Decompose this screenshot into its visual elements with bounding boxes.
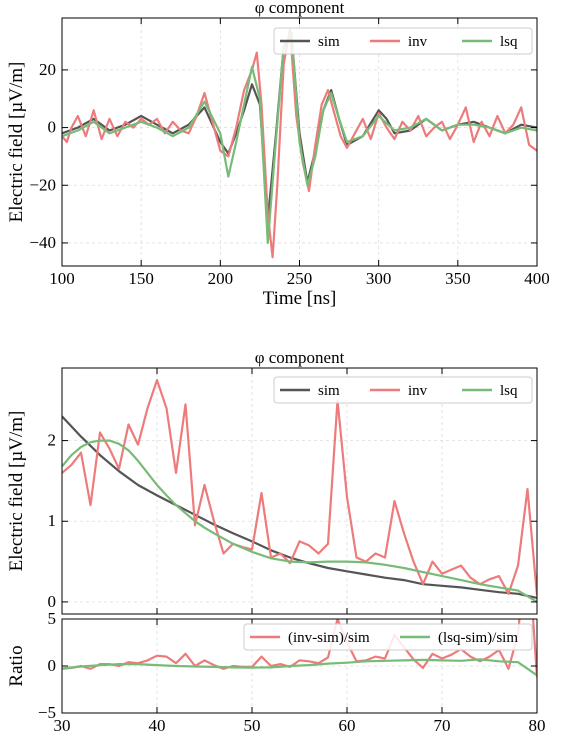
- legend: sim inv lsq: [273, 27, 533, 55]
- x-tick-label: 40: [149, 716, 166, 735]
- series-line-lsq: [62, 439, 537, 603]
- y-axis-label: Electric field [µV/m]: [6, 62, 27, 223]
- legend-label: sim: [318, 34, 340, 50]
- y-tick-label: 2: [48, 431, 57, 450]
- x-tick-label: 50: [244, 716, 261, 735]
- chart-title: φ component: [255, 0, 345, 17]
- x-tick-label: 70: [434, 716, 451, 735]
- x-axis-label: Time [ns]: [263, 288, 337, 309]
- panel-3: 30 40 50 60 70 80 −5 0 5 Ratio (inv-sim)/sim (lsq-s…: [6, 609, 546, 735]
- x-tick-label: 350: [445, 269, 471, 288]
- legend-label: inv: [408, 34, 428, 50]
- legend-label: lsq: [500, 383, 518, 399]
- x-tick-label: 80: [529, 716, 546, 735]
- axes-frame: [61, 367, 538, 615]
- x-tick-label: 100: [49, 269, 75, 288]
- legend-box: [273, 27, 533, 55]
- legend: sim inv lsq: [273, 376, 533, 404]
- x-tick-label: 150: [128, 269, 154, 288]
- series-line-sim: [62, 415, 537, 599]
- y-tick-label: 0: [48, 592, 57, 611]
- series-line-(lsq-sim)/sim: [62, 658, 537, 677]
- x-tick-label: 60: [339, 716, 356, 735]
- panel-1: 100 150 200 250 300 350 400 −40 −20 0 20 φ componen…: [6, 0, 550, 309]
- y-tick-label: 5: [48, 609, 57, 628]
- legend-label: lsq: [500, 34, 518, 50]
- y-tick-label: 0: [48, 118, 57, 137]
- x-tick-label: 30: [54, 716, 71, 735]
- y-axis-label: Electric field [µV/m]: [6, 411, 27, 572]
- series-line-inv: [62, 28, 537, 259]
- legend-label: inv: [408, 383, 428, 399]
- y-tick-label: −5: [38, 703, 56, 722]
- x-tick-label: 200: [208, 269, 234, 288]
- x-tick-label: 400: [524, 269, 550, 288]
- x-tick-label: 300: [366, 269, 392, 288]
- y-tick-label: 20: [39, 60, 56, 79]
- series-line-inv: [62, 379, 537, 596]
- y-axis-label: Ratio: [6, 645, 27, 686]
- legend-box: [273, 376, 533, 404]
- y-tick-label: 0: [48, 656, 57, 675]
- series-line-(inv-sim)/sim: [62, 619, 537, 678]
- legend-label: (inv-sim)/sim: [288, 630, 370, 646]
- panel-2: 0 1 2 φ component Electric field [µV/m] sim in…: [6, 348, 538, 615]
- legend-label: (lsq-sim)/sim: [438, 630, 518, 646]
- legend: (inv-sim)/sim (lsq-sim)/sim: [243, 623, 533, 651]
- y-tick-label: −40: [29, 233, 56, 252]
- y-tick-label: 1: [48, 511, 57, 530]
- legend-label: sim: [318, 383, 340, 399]
- legend-box: [243, 623, 533, 651]
- y-tick-label: −20: [29, 175, 56, 194]
- chart-title: φ component: [255, 348, 345, 367]
- x-tick-label: 250: [287, 269, 313, 288]
